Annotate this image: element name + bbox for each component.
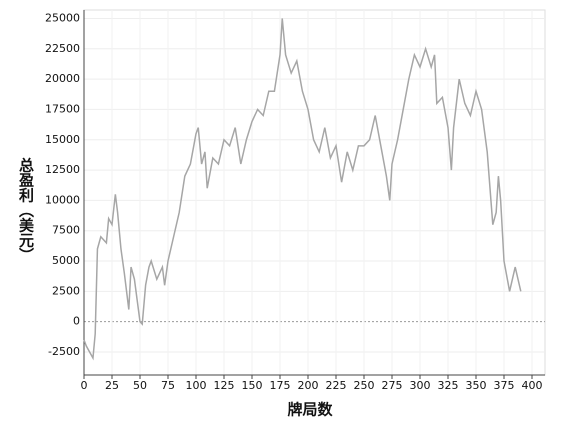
x-tick-label: 100 xyxy=(186,379,207,392)
x-tick-label: 175 xyxy=(270,379,291,392)
y-tick-label: 17500 xyxy=(45,102,80,115)
y-tick-label: -2500 xyxy=(48,345,80,358)
x-tick-label: 200 xyxy=(298,379,319,392)
x-tick-label: 125 xyxy=(214,379,235,392)
x-tick-label: 350 xyxy=(466,379,487,392)
y-tick-label: 22500 xyxy=(45,42,80,55)
x-tick-label: 150 xyxy=(242,379,263,392)
y-tick-label: 12500 xyxy=(45,163,80,176)
y-tick-label: 5000 xyxy=(52,254,80,267)
y-tick-label: 2500 xyxy=(52,284,80,297)
x-axis-title: 牌局数 xyxy=(287,401,333,419)
x-tick-label: 275 xyxy=(382,379,403,392)
x-tick-label: 0 xyxy=(81,379,88,392)
data-line xyxy=(83,18,522,361)
x-tick-label: 325 xyxy=(438,379,459,392)
y-tick-label: 25000 xyxy=(45,11,80,24)
x-tick-label: 75 xyxy=(161,379,175,392)
y-tick-label: 7500 xyxy=(52,224,80,237)
y-tick-label: 20000 xyxy=(45,72,80,85)
y-tick-label: 15000 xyxy=(45,133,80,146)
x-tick-label: 400 xyxy=(522,379,543,392)
x-tick-label: 225 xyxy=(326,379,347,392)
y-tick-label: 0 xyxy=(73,315,80,328)
x-tick-label: 25 xyxy=(105,379,119,392)
x-tick-label: 300 xyxy=(410,379,431,392)
y-tick-label: 10000 xyxy=(45,193,80,206)
y-axis-title: 总盈利（美元） xyxy=(17,157,35,263)
x-tick-label: 250 xyxy=(354,379,375,392)
x-tick-label: 50 xyxy=(133,379,147,392)
x-tick-label: 375 xyxy=(494,379,515,392)
